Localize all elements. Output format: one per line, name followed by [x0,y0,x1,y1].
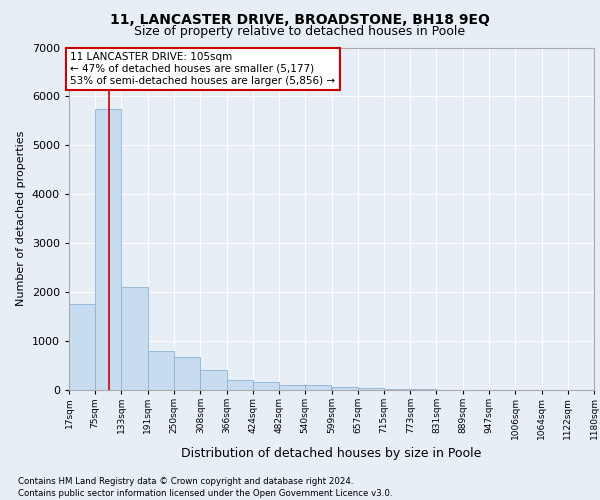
X-axis label: Distribution of detached houses by size in Poole: Distribution of detached houses by size … [181,448,482,460]
Text: 11, LANCASTER DRIVE, BROADSTONE, BH18 9EQ: 11, LANCASTER DRIVE, BROADSTONE, BH18 9E… [110,12,490,26]
Bar [69,304,95,390]
Bar [384,389,410,390]
Text: 11 LANCASTER DRIVE: 105sqm
← 47% of detached houses are smaller (5,177)
53% of s: 11 LANCASTER DRIVE: 105sqm ← 47% of deta… [70,52,335,86]
Bar [148,351,174,390]
Bar [227,380,253,390]
Bar [200,370,227,390]
Text: Size of property relative to detached houses in Poole: Size of property relative to detached ho… [134,25,466,38]
Y-axis label: Number of detached properties: Number of detached properties [16,131,26,306]
Text: Contains public sector information licensed under the Open Government Licence v3: Contains public sector information licen… [18,489,392,498]
Bar [95,108,121,390]
Bar [332,386,358,390]
Bar [358,388,384,390]
Bar [174,356,200,390]
Text: Contains HM Land Registry data © Crown copyright and database right 2024.: Contains HM Land Registry data © Crown c… [18,478,353,486]
Bar [305,386,331,390]
Bar [253,382,279,390]
Bar [121,287,148,390]
Bar [279,385,305,390]
